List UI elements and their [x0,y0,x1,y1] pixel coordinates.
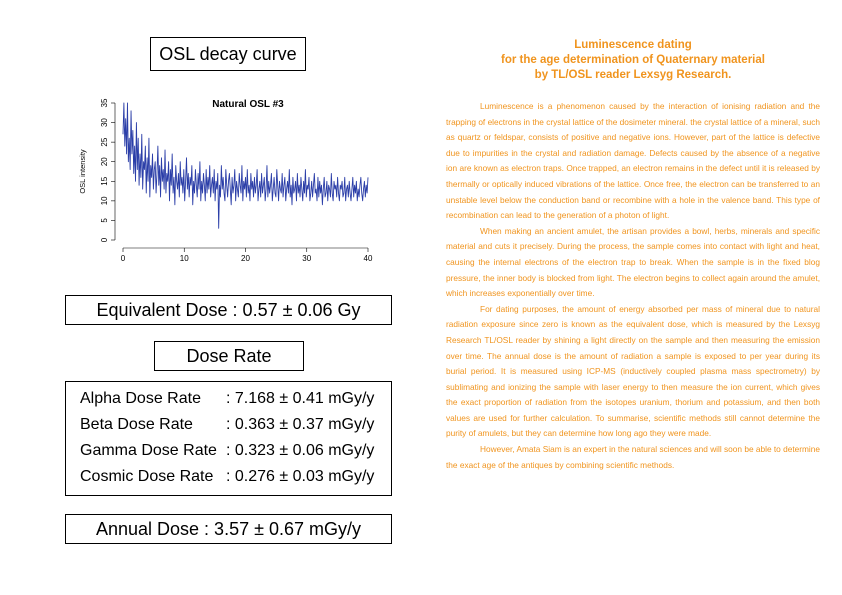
rate-name: Cosmic Dose Rate [80,468,214,485]
y-tick-label: 10 [100,196,109,205]
y-tick-label: 20 [100,157,109,166]
x-tick-label: 0 [121,254,126,263]
rate-value: : 0.323 ± 0.06 mGy/y [226,442,375,459]
rate-value: : 7.168 ± 0.41 mGy/y [226,390,375,407]
equivalent-dose-box: Equivalent Dose : 0.57 ± 0.06 Gy [65,295,392,325]
chart-series [122,102,369,229]
dose-rate-title-box: Dose Rate [154,341,304,371]
chart-title: Natural OSL #3 [212,99,284,110]
rate-value: : 0.363 ± 0.37 mGy/y [226,416,375,433]
heading-line: by TL/OSL reader Lexsyg Research. [534,69,732,81]
equivalent-dose-text: Equivalent Dose : 0.57 ± 0.06 Gy [96,299,361,320]
x-tick-label: 30 [302,254,311,263]
article-paragraph: For dating purposes, the amount of energ… [446,303,820,439]
article-paragraph: Luminescence is a phenomenon caused by t… [446,101,820,221]
annual-dose-box: Annual Dose : 3.57 ± 0.67 mGy/y [65,514,392,544]
rate-name: Gamma Dose Rate [80,442,217,459]
x-tick-label: 20 [241,254,250,263]
osl-series-line [122,102,369,229]
dose-rate-table: Alpha Dose Rate : 7.168 ± 0.41 mGy/y Beta… [65,381,392,496]
chart-axes: 0 10 20 30 40 0 5 10 15 20 25 30 35 [100,98,373,263]
article-paragraph: When making an ancient amulet, the artis… [446,225,820,299]
gamma-dose-rate-row: Gamma Dose Rate : 0.323 ± 0.06 mGy/y [80,442,374,460]
y-tick-label: 5 [100,218,109,223]
beta-dose-rate-row: Beta Dose Rate : 0.363 ± 0.37 mGy/y [80,416,374,434]
y-tick-label: 0 [100,237,109,242]
chart-y-axis-label: OSL intensity [78,149,87,194]
rate-name: Alpha Dose Rate [80,390,201,407]
article-body: Luminescence is a phenomenon caused by t… [446,99,820,473]
rate-name: Beta Dose Rate [80,416,193,433]
x-tick-label: 40 [364,254,373,263]
dose-rate-title: Dose Rate [186,345,272,366]
y-tick-label: 15 [100,176,109,185]
x-tick-label: 10 [180,254,189,263]
y-tick-label: 35 [100,98,109,107]
alpha-dose-rate-row: Alpha Dose Rate : 7.168 ± 0.41 mGy/y [80,390,374,408]
article-paragraph: However, Amata Siam is an expert in the … [446,444,820,470]
osl-decay-curve-title: OSL decay curve [159,43,297,64]
heading-line: for the age determination of Quaternary … [501,54,765,66]
rate-value: : 0.276 ± 0.03 mGy/y [226,468,375,485]
osl-decay-chart: 0 10 20 30 40 0 5 10 15 20 25 30 35 Natural OSL #3 O… [78,98,373,263]
article-heading: Luminescence dating for the age determin… [446,38,820,83]
cosmic-dose-rate-row: Cosmic Dose Rate : 0.276 ± 0.03 mGy/y [80,468,374,486]
annual-dose-text: Annual Dose : 3.57 ± 0.67 mGy/y [95,518,362,539]
heading-line: Luminescence dating [574,39,692,51]
osl-decay-curve-title-box: OSL decay curve [150,37,306,71]
y-tick-label: 25 [100,137,109,146]
y-tick-label: 30 [100,118,109,127]
